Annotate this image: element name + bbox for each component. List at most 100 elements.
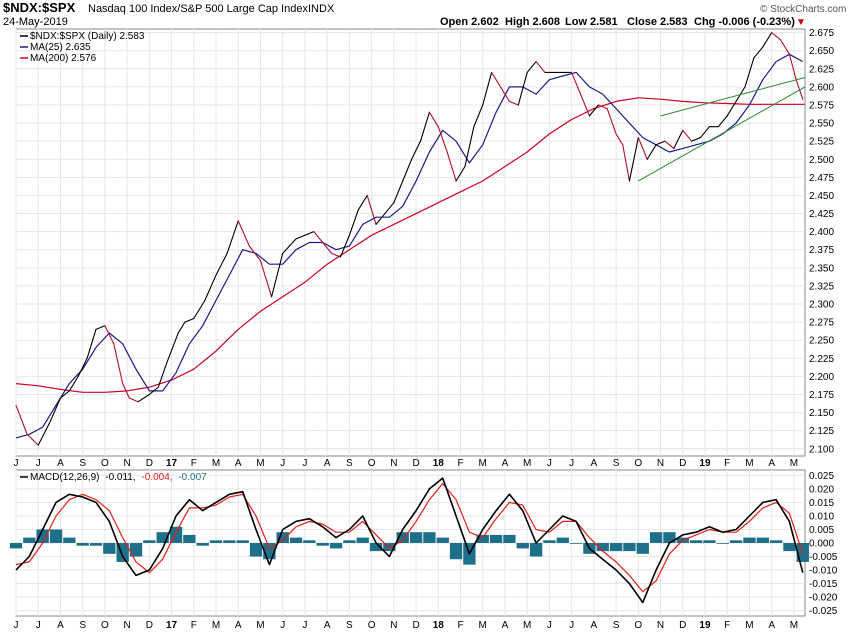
macd-x-tick-label: S: [613, 620, 620, 631]
price-segment: [411, 140, 422, 160]
price-x-tick-label: J: [36, 458, 41, 469]
price-segment: [184, 317, 195, 323]
price-x-tick-label: 18: [433, 458, 445, 469]
price-segment: [517, 71, 528, 106]
macd-x-tick-label: S: [79, 620, 86, 631]
macd-histogram-bar: [289, 537, 303, 543]
price-x-tick-label: 19: [699, 458, 711, 469]
macd-histogram-bar: [9, 543, 23, 549]
price-grid: [15, 29, 805, 456]
macd-histogram-bar: [516, 543, 529, 549]
price-segment: [682, 129, 693, 142]
price-segment: [628, 137, 639, 182]
price-segment: [428, 111, 439, 128]
price-segment: [86, 328, 97, 359]
price-x-tick-label: A: [235, 458, 242, 469]
price-segment: [402, 158, 413, 182]
price-segment: [104, 325, 115, 345]
macd-legend-hist: -0.007: [178, 472, 207, 483]
price-segment: [717, 115, 728, 128]
price-segment: [113, 343, 124, 385]
price-layer: [15, 32, 804, 446]
macd-histogram-bar: [89, 543, 103, 546]
macd-line-layer: [15, 477, 804, 604]
price-y-tick-label: 2.425: [809, 209, 834, 220]
exchange-label: INDX: [308, 3, 335, 15]
macd-legend: MACD(12,26,9) -0.011, -0.004, -0.007: [20, 472, 207, 483]
price-segment: [464, 126, 475, 168]
price-y-axis: 2.675 2.650 2.625 2.600 2.575 2.550 2.525 2.500…: [809, 28, 834, 455]
change-value: Chg -0.006 (-0.23%): [694, 16, 795, 28]
macd-histogram-bar: [196, 543, 209, 546]
price-segment: [15, 404, 28, 435]
macd-histogram-bar: [529, 543, 543, 557]
price-segment: [226, 220, 239, 254]
price-segment: [744, 57, 755, 88]
macd-histogram-bar: [223, 540, 236, 543]
price-segment: [753, 46, 764, 59]
macd-histogram-bar: [249, 543, 263, 557]
price-segment: [148, 386, 159, 396]
macd-histogram-bar: [476, 534, 489, 543]
legend-ma200: MA(200) 2.576: [30, 53, 97, 64]
price-segment: [664, 140, 675, 149]
price-segment: [691, 137, 702, 142]
macd-x-tick-label: 18: [433, 620, 445, 631]
price-segment: [259, 260, 273, 298]
macd-legend-text: MACD(12,26,9) -0.011, -0.004, -0.007: [30, 472, 207, 483]
price-segment: [68, 375, 79, 392]
ma25-line: [15, 53, 804, 439]
price-segment: [726, 100, 737, 117]
macd-histogram-bar: [449, 543, 463, 560]
price-segment: [128, 397, 139, 403]
price-segment: [646, 144, 657, 160]
price-segment: [419, 111, 430, 142]
price-y-tick-label: 2.350: [809, 263, 834, 274]
macd-histogram-bar: [436, 537, 449, 543]
macd-x-tick-label: O: [634, 620, 642, 631]
price-segment: [157, 361, 168, 388]
macd-y-tick-label: 0.000: [809, 539, 834, 550]
macd-legend-signal: -0.004,: [141, 472, 172, 483]
price-x-tick-label: A: [324, 458, 331, 469]
macd-histogram-bar: [689, 540, 703, 543]
macd-legend-value: -0.011,: [105, 472, 135, 483]
macd-histogram-bar: [716, 543, 729, 544]
price-y-tick-label: 2.175: [809, 390, 834, 401]
chart-date: 24-May-2019: [3, 16, 68, 28]
macd-histogram-bar: [343, 540, 356, 543]
price-x-tick-label: M: [212, 458, 220, 469]
price-x-tick-label: A: [768, 458, 775, 469]
price-y-tick-label: 2.250: [809, 336, 834, 347]
macd-y-tick-label: -0.005: [809, 552, 838, 563]
macd-histogram-bar: [276, 532, 289, 543]
price-x-tick-label: O: [634, 458, 642, 469]
price-segment: [384, 202, 395, 215]
price-segment: [526, 61, 537, 73]
macd-histogram-bar: [129, 543, 143, 557]
macd-histogram-bar: [303, 540, 316, 543]
price-y-tick-label: 2.525: [809, 137, 834, 148]
stockcharts-watermark: © StockCharts.com: [760, 4, 846, 15]
macd-x-tick-label: A: [591, 620, 598, 631]
macd-y-tick-label: 0.020: [809, 484, 834, 495]
macd-histogram-bar: [663, 532, 676, 543]
price-x-tick-label: O: [101, 458, 109, 469]
macd-x-tick-label: M: [256, 620, 264, 631]
macd-x-tick-label: A: [768, 620, 775, 631]
macd-histogram-bar: [756, 537, 769, 543]
macd-histogram-bar: [489, 534, 503, 543]
macd-histogram-bar: [23, 537, 36, 543]
macd-histogram-bar: [396, 532, 409, 543]
price-y-tick-label: 2.375: [809, 245, 834, 256]
price-segment: [615, 133, 624, 146]
macd-histogram-bar: [356, 537, 369, 543]
macd-x-tick-label: N: [657, 620, 664, 631]
price-segment: [282, 245, 290, 254]
price-segment: [204, 274, 217, 301]
price-segment: [771, 32, 782, 41]
price-x-tick-label: 17: [166, 458, 178, 469]
macd-y-tick-label: 0.025: [809, 471, 834, 482]
price-x-tick-label: J: [569, 458, 574, 469]
macd-line: [15, 477, 804, 604]
